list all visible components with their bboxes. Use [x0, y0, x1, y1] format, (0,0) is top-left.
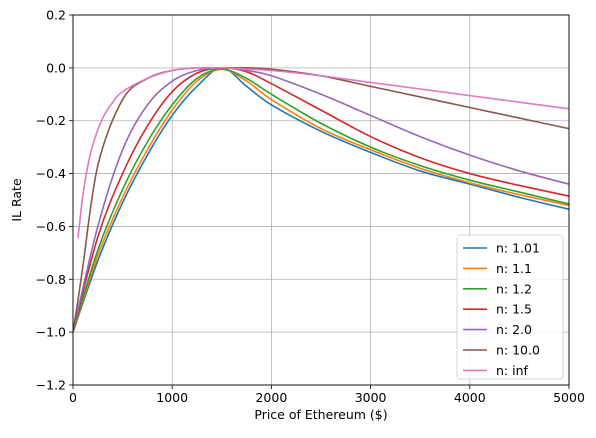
legend-label: n: 2.0 [496, 322, 532, 337]
x-tick-label: 0 [69, 390, 77, 405]
y-tick-label: −0.4 [36, 166, 66, 181]
legend-label: n: 1.5 [496, 302, 532, 317]
series-line-1 [73, 67, 569, 333]
y-tick-label: 0.2 [46, 8, 66, 23]
y-axis-label: IL Rate [9, 178, 24, 222]
x-tick-label: 4000 [454, 390, 486, 405]
x-tick-label: 5000 [553, 390, 585, 405]
legend-label: n: 1.2 [496, 281, 532, 296]
series-line-5 [73, 67, 569, 333]
y-tick-label: −0.2 [36, 113, 66, 128]
y-tick-label: −1.0 [36, 325, 66, 340]
y-tick-label: −1.2 [36, 378, 66, 393]
series-lines [73, 66, 569, 333]
plot-frame [72, 14, 570, 386]
x-tick-label: 1000 [156, 390, 188, 405]
x-axis-label: Price of Ethereum ($) [254, 407, 387, 422]
legend-label: n: inf [496, 363, 529, 378]
series-line-4 [73, 67, 569, 333]
legend-box [456, 234, 564, 380]
x-tick-label: 2000 [255, 390, 287, 405]
y-tick-label: −0.6 [36, 219, 66, 234]
legend: n: 1.01 n: 1.1 n: 1.2 n: 1.5 n: 2.0 n: 10.0 n:… [456, 234, 564, 380]
legend-label: n: 1.1 [496, 261, 532, 276]
y-tick-label: −0.8 [36, 272, 66, 287]
y-tick-label: 0.0 [46, 60, 66, 75]
x-tick-label: 3000 [355, 390, 387, 405]
series-line-3 [73, 68, 569, 333]
legend-label: n: 10.0 [496, 343, 540, 358]
axis-ticks: 0 1000 2000 3000 4000 5000 −1.2 −1.0 −0.8 −0.6 −0.… [36, 8, 585, 406]
series-line-7 [77, 66, 569, 239]
legend-label: n: 1.01 [496, 241, 540, 256]
series-line-2 [73, 68, 569, 333]
